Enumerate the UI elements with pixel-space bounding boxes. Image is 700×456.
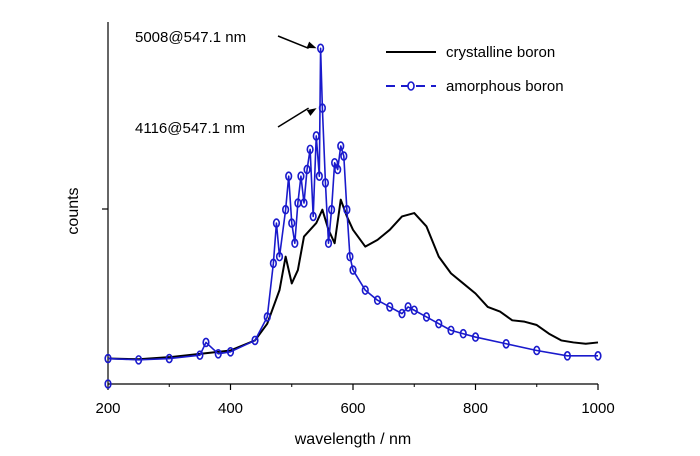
amorphous-point — [435, 318, 443, 329]
x-ticks: 200 400 600 800 1000 — [95, 384, 615, 417]
legend: crystalline boron amorphous boron — [386, 44, 564, 95]
amorphous-point — [315, 171, 323, 181]
amorphous-point — [226, 347, 235, 357]
series-crystalline-line — [107, 198, 599, 361]
amorphous-point — [327, 204, 336, 215]
x-tick-label: 200 — [95, 400, 120, 417]
amorphous-point — [316, 43, 325, 54]
amorphous-point — [303, 164, 311, 175]
legend-label: crystalline boron — [446, 44, 555, 61]
annotation-arrow — [277, 107, 309, 128]
y-axis-title: counts — [65, 187, 82, 234]
amorphous-point — [594, 351, 602, 361]
amorphous-point — [386, 302, 394, 312]
amorphous-point — [343, 204, 351, 215]
x-tick-label: 1000 — [581, 400, 614, 417]
amorphous-point — [300, 198, 308, 208]
annotation-arrowhead — [306, 41, 317, 49]
annotation-arrowhead — [306, 108, 317, 116]
amorphous-point — [202, 337, 210, 348]
amorphous-point — [104, 379, 112, 389]
amorphous-point — [251, 335, 259, 346]
amorphous-point — [331, 157, 339, 168]
amorphous-point — [334, 164, 342, 175]
amorphous-point — [297, 171, 305, 181]
amorphous-point — [214, 349, 222, 359]
amorphous-point — [373, 295, 382, 306]
amorphous-point — [398, 308, 406, 319]
amorphous-point — [340, 151, 348, 161]
amorphous-point — [337, 141, 345, 151]
amorphous-point — [272, 218, 281, 228]
amorphous-point — [447, 325, 455, 336]
amorphous-point — [306, 144, 314, 155]
amorphous-point — [404, 302, 412, 312]
amorphous-point — [275, 251, 284, 262]
amorphous-point — [291, 238, 299, 249]
amorphous-point — [459, 328, 467, 339]
amorphous-point — [135, 355, 143, 365]
amorphous-point — [471, 332, 480, 342]
annotation-label: 4116@547.1 nm — [135, 120, 245, 137]
amorphous-point — [288, 218, 296, 228]
amorphous-point — [422, 312, 431, 322]
amorphous-point — [318, 103, 326, 113]
series-amorphous-line — [107, 47, 598, 361]
x-tick-label: 600 — [340, 400, 365, 417]
amorphous-point — [502, 338, 510, 349]
x-tick-label: 400 — [218, 400, 243, 417]
amorphous-point — [312, 131, 320, 141]
annotation-label: 5008@547.1 nm — [135, 29, 246, 46]
x-tick-label: 800 — [463, 400, 488, 417]
amorphous-point — [196, 350, 204, 360]
amorphous-point — [269, 258, 277, 269]
amorphous-point — [349, 265, 357, 275]
annotation-arrow — [277, 35, 309, 49]
plot-area — [104, 43, 602, 389]
amorphous-point — [321, 178, 330, 188]
x-axis-title: wavelength / nm — [294, 431, 412, 448]
annotations: 5008@547.1 nm 4116@547.1 nm — [135, 29, 317, 137]
amorphous-point — [346, 251, 354, 262]
amorphous-point — [104, 353, 112, 364]
amorphous-point — [165, 353, 173, 364]
amorphous-point — [563, 351, 571, 361]
amorphous-point — [309, 211, 317, 222]
axes: 200 400 600 800 1000 — [95, 22, 615, 417]
amorphous-point — [282, 204, 290, 215]
legend-label: amorphous boron — [446, 78, 564, 95]
amorphous-point — [410, 305, 418, 316]
legend-marker-amorphous — [407, 81, 415, 91]
amorphous-point — [263, 312, 271, 322]
amorphous-point — [285, 171, 293, 181]
amorphous-point — [361, 285, 369, 295]
amorphous-point — [324, 238, 333, 249]
amorphous-point — [533, 345, 541, 356]
